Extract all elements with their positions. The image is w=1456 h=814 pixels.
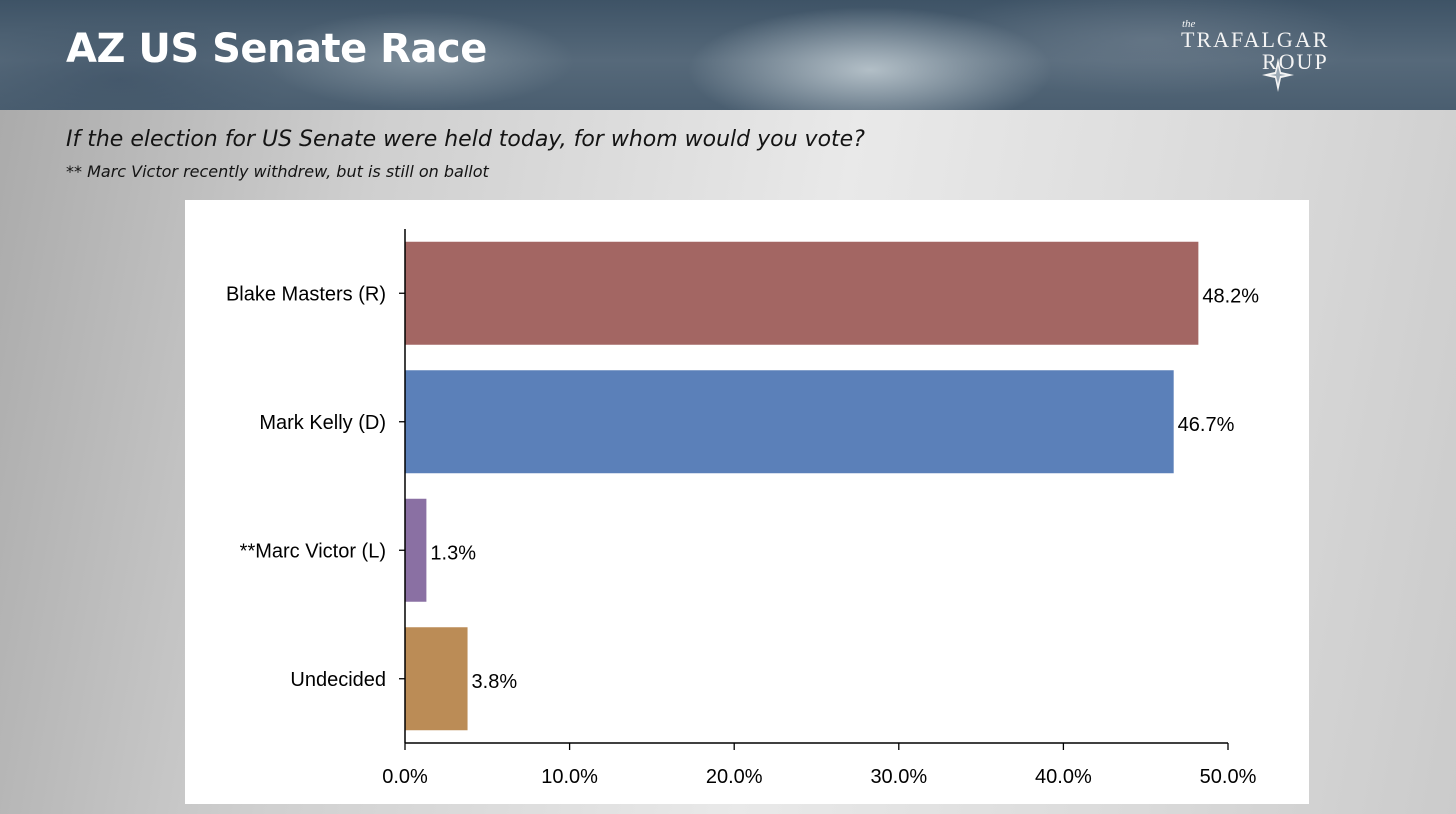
trafalgar-group-logo: the TRAFALGAR ROUP: [1170, 16, 1400, 96]
category-label-2: **Marc Victor (L): [240, 540, 386, 562]
compass-star-icon: [1262, 58, 1294, 92]
page-title: AZ US Senate Race: [66, 26, 487, 72]
bar-0: [405, 241, 1199, 345]
logo-line1: TRAFALGAR: [1181, 27, 1330, 52]
bar-1: [405, 370, 1174, 474]
x-tick-label-2: 20.0%: [706, 766, 763, 788]
bar-chart: Blake Masters (R) 48.2% Mark Kelly (D) 46.7…: [226, 229, 1259, 788]
value-label-1: 46.7%: [1178, 414, 1235, 436]
value-label-0: 48.2%: [1202, 285, 1259, 307]
header-banner: AZ US Senate Race the TRAFALGAR ROUP: [0, 0, 1456, 110]
x-tick-label-1: 10.0%: [541, 766, 598, 788]
survey-question: If the election for US Senate were held …: [66, 127, 865, 152]
bar-2: [405, 498, 427, 602]
logo-the: the: [1182, 18, 1196, 30]
x-tick-label-5: 50.0%: [1200, 766, 1257, 788]
bar-3: [405, 627, 468, 731]
footnote: ** Marc Victor recently withdrew, but is…: [66, 162, 489, 181]
category-label-3: Undecided: [290, 669, 386, 691]
category-label-1: Mark Kelly (D): [259, 412, 386, 434]
x-tick-label-4: 40.0%: [1035, 766, 1092, 788]
value-label-2: 1.3%: [430, 542, 476, 564]
chart-panel: Blake Masters (R) 48.2% Mark Kelly (D) 46.7…: [185, 200, 1309, 804]
category-label-0: Blake Masters (R): [226, 283, 386, 305]
value-label-3: 3.8%: [472, 671, 518, 693]
x-tick-label-0: 0.0%: [382, 766, 428, 788]
logo-line2: ROUP: [1262, 49, 1329, 74]
x-tick-label-3: 30.0%: [870, 766, 927, 788]
